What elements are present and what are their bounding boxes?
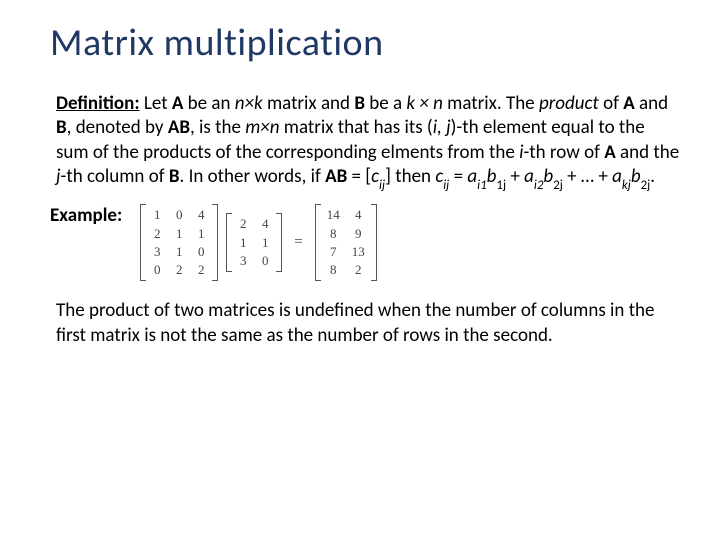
var-a: a xyxy=(524,165,534,188)
matrix-A: A xyxy=(604,141,616,164)
matrix-B: B xyxy=(354,92,365,115)
t: = [ xyxy=(347,165,371,188)
cell: 1 xyxy=(260,235,270,251)
cell: 3 xyxy=(238,253,248,269)
matrix-C-grid: 144 89 713 82 xyxy=(321,204,371,281)
cell: 13 xyxy=(352,244,365,260)
matrix-equation: 104 211 310 022 24 11 30 xyxy=(140,202,376,281)
example-row: Example: 104 211 310 022 24 xyxy=(50,202,680,281)
matrix-B-display: 24 11 30 xyxy=(226,213,282,272)
sub-kj: kj xyxy=(622,178,631,193)
t: -th column of xyxy=(61,165,169,188)
t: , is the xyxy=(190,116,245,139)
t: , denoted by xyxy=(67,116,168,139)
t: ] then xyxy=(385,165,435,188)
t: and xyxy=(635,92,668,115)
word-product: product xyxy=(539,92,599,115)
cell: 0 xyxy=(174,207,184,223)
matrix-A: A xyxy=(172,92,184,115)
definition-label: Definition: xyxy=(56,92,140,115)
cell: 4 xyxy=(260,216,270,232)
t: matrix and xyxy=(263,92,355,115)
t: be a xyxy=(365,92,406,115)
cell: 1 xyxy=(174,244,184,260)
dim-nxk: n×k xyxy=(235,92,263,115)
cell: 2 xyxy=(196,262,206,278)
cell: 1 xyxy=(174,226,184,242)
var-c: c xyxy=(371,165,379,188)
cell: 0 xyxy=(260,253,270,269)
t: = xyxy=(449,165,467,188)
t: + xyxy=(598,165,612,188)
t: matrix. The xyxy=(443,92,539,115)
matrix-A-grid: 104 211 310 022 xyxy=(146,204,212,281)
sub-2j: 2j xyxy=(553,178,563,193)
slide-title: Matrix multiplication xyxy=(50,20,680,66)
cell: 4 xyxy=(352,207,365,223)
sub-ij: ij xyxy=(443,178,449,193)
t: … xyxy=(581,165,598,188)
cell: 2 xyxy=(238,216,248,232)
var-b: b xyxy=(543,165,553,188)
var-b: b xyxy=(487,165,497,188)
matrix-A: A xyxy=(623,92,635,115)
sub-1j: 1j xyxy=(496,178,506,193)
t: be an xyxy=(183,92,234,115)
definition-paragraph: Definition: Let A be an n×k matrix and B… xyxy=(50,92,680,192)
t: -th row of xyxy=(523,141,604,164)
equals-sign: = xyxy=(290,233,306,252)
idx-ij: i, j xyxy=(433,116,451,139)
matrix-AB: AB xyxy=(168,116,190,139)
cell: 2 xyxy=(352,262,365,278)
matrix-B-grid: 24 11 30 xyxy=(232,213,276,272)
cell: 1 xyxy=(196,226,206,242)
cell: 14 xyxy=(327,207,340,223)
t: and the xyxy=(616,141,679,164)
t: matrix that has its ( xyxy=(279,116,432,139)
matrix-B: B xyxy=(56,116,67,139)
cell: 2 xyxy=(152,226,162,242)
t: + xyxy=(563,165,581,188)
matrix-B: B xyxy=(169,165,180,188)
cell: 1 xyxy=(152,207,162,223)
t: + xyxy=(506,165,524,188)
cell: 8 xyxy=(327,226,340,242)
var-b: b xyxy=(631,165,641,188)
example-label: Example: xyxy=(50,202,122,228)
sub-ij: ij xyxy=(379,178,385,193)
var-a: a xyxy=(612,165,622,188)
cell: 0 xyxy=(152,262,162,278)
sub-2j2: 2j xyxy=(641,178,651,193)
sub-i2: i2 xyxy=(534,178,544,193)
cell: 2 xyxy=(174,262,184,278)
dim-kxn: k × n xyxy=(406,92,442,115)
var-a: a xyxy=(467,165,477,188)
cell: 8 xyxy=(327,262,340,278)
matrix-AB: AB xyxy=(325,165,347,188)
t: of xyxy=(599,92,623,115)
cell: 7 xyxy=(327,244,340,260)
t: Let xyxy=(140,92,172,115)
cell: 0 xyxy=(196,244,206,260)
cell: 9 xyxy=(352,226,365,242)
matrix-C-display: 144 89 713 82 xyxy=(315,204,377,281)
t: . In other words, if xyxy=(179,165,325,188)
dim-mxn: m×n xyxy=(245,116,279,139)
t: . xyxy=(650,165,655,188)
matrix-A-display: 104 211 310 022 xyxy=(140,204,218,281)
cell: 4 xyxy=(196,207,206,223)
closing-paragraph: The product of two matrices is undefined… xyxy=(50,299,680,348)
sub-i1: i1 xyxy=(477,178,487,193)
cell: 3 xyxy=(152,244,162,260)
cell: 1 xyxy=(238,235,248,251)
